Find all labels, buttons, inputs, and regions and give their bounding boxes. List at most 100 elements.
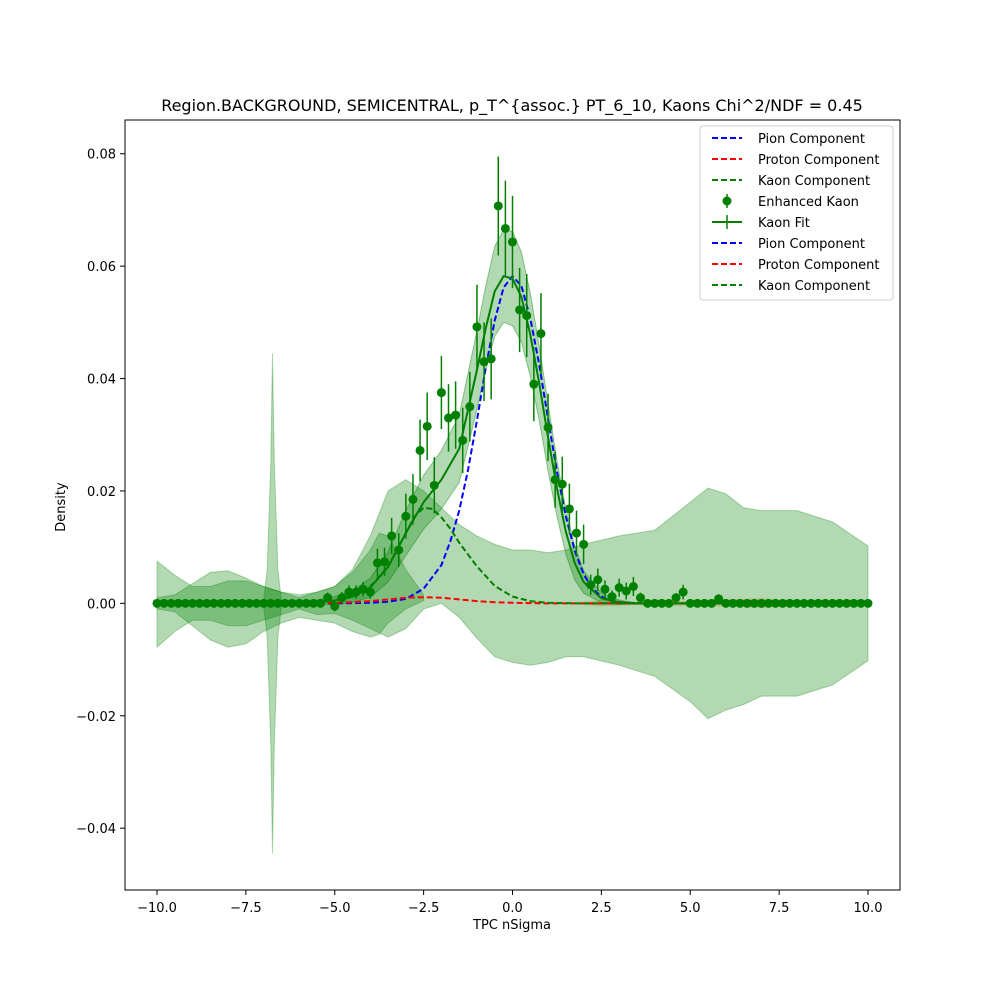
data-point <box>692 598 702 608</box>
x-axis: −10.0 −7.5 −5.0 −2.5 0.0 2.5 5.0 7.5 10.0 <box>137 890 882 916</box>
data-point <box>571 528 581 538</box>
x-tick-label: 5.0 <box>680 901 701 916</box>
legend-label: Kaon Component <box>758 174 870 189</box>
legend-entry: Kaon Component <box>712 279 870 294</box>
data-point <box>586 580 596 590</box>
data-point <box>472 322 482 332</box>
data-point <box>429 480 439 490</box>
data-point <box>607 592 617 602</box>
x-tick-label: 7.5 <box>769 901 790 916</box>
data-point <box>856 598 866 608</box>
data-point <box>244 598 254 608</box>
x-tick-label: −10.0 <box>137 901 177 916</box>
kaon-component-line <box>157 506 868 605</box>
data-point <box>600 584 610 594</box>
chart-title: Region.BACKGROUND, SEMICENTRAL, p_T^{ass… <box>161 96 863 116</box>
data-point <box>543 422 553 432</box>
data-point <box>529 379 539 389</box>
data-point <box>778 598 788 608</box>
data-point <box>515 305 525 315</box>
data-point <box>316 598 326 608</box>
data-point <box>259 598 269 608</box>
data-point <box>287 598 297 608</box>
data-point <box>152 598 162 608</box>
y-tick-label: 0.08 <box>87 148 116 163</box>
data-point <box>579 539 589 549</box>
data-point <box>294 598 304 608</box>
data-point <box>202 598 212 608</box>
y-tick-label: 0.02 <box>87 485 116 500</box>
x-axis-label: TPC nSigma <box>472 918 551 933</box>
data-point <box>536 329 546 339</box>
data-point <box>721 598 731 608</box>
data-point <box>557 479 567 489</box>
legend-entry: Kaon Fit <box>712 215 810 231</box>
x-tick-label: 0.0 <box>502 901 523 916</box>
data-point <box>500 223 510 233</box>
legend-entry: Proton Component <box>712 258 880 273</box>
data-point <box>508 237 517 247</box>
data-point <box>806 598 816 608</box>
data-point <box>763 598 773 608</box>
x-tick-label: 2.5 <box>591 901 612 916</box>
data-point <box>827 598 837 608</box>
data-point <box>195 598 205 608</box>
data-point <box>444 413 454 423</box>
data-point <box>728 598 738 608</box>
data-point <box>380 557 390 567</box>
data-point <box>685 598 695 608</box>
uncertainty-band-2 <box>156 532 425 648</box>
legend-entry: Pion Component <box>712 237 865 252</box>
data-point <box>550 475 560 485</box>
data-point <box>813 598 823 608</box>
uncertainty-band-1 <box>156 479 869 720</box>
legend-label: Proton Component <box>758 258 880 273</box>
data-point <box>614 583 624 593</box>
x-tick-label: −2.5 <box>408 901 440 916</box>
data-point <box>650 598 660 608</box>
data-point <box>436 388 446 398</box>
data-point <box>493 201 503 211</box>
x-tick-label: −7.5 <box>230 901 262 916</box>
data-point <box>522 311 532 321</box>
data-point <box>394 545 404 555</box>
y-tick-label: 0.06 <box>87 260 116 275</box>
data-point <box>671 593 681 603</box>
data-point <box>337 593 347 603</box>
data-point <box>273 598 283 608</box>
data-point <box>344 587 354 597</box>
legend-frame <box>699 125 894 301</box>
data-point <box>749 598 759 608</box>
y-tick-label: 0.04 <box>87 373 116 388</box>
x-tick-label: −5.0 <box>319 901 351 916</box>
data-point <box>735 598 745 608</box>
legend-label: Kaon Component <box>758 279 870 294</box>
x-tick-label: 10.0 <box>854 901 883 916</box>
legend-label: Pion Component <box>758 237 865 252</box>
y-tick-label: −0.02 <box>76 710 116 725</box>
data-point <box>714 594 724 604</box>
proton-component-line <box>157 596 868 605</box>
y-tick-label: 0.00 <box>87 597 116 612</box>
y-axis: −0.04 −0.02 0.00 0.02 0.04 0.06 0.08 <box>76 148 125 837</box>
data-point <box>792 598 802 608</box>
data-point <box>323 593 333 603</box>
data-point <box>180 598 190 608</box>
data-point <box>785 598 795 608</box>
data-point <box>223 598 233 608</box>
data-point <box>188 598 198 608</box>
data-point <box>401 511 411 521</box>
data-point <box>564 504 574 514</box>
data-point <box>849 598 859 608</box>
y-axis-label: Density <box>54 482 69 532</box>
data-point <box>465 402 475 412</box>
data-point <box>820 598 830 608</box>
legend-label: Kaon Fit <box>758 216 810 231</box>
data-point <box>707 598 717 608</box>
data-point <box>699 598 709 608</box>
data-point <box>657 598 667 608</box>
legend-entry: Kaon Component <box>712 174 870 189</box>
data-point <box>159 598 169 608</box>
legend-entry: Pion Component <box>712 132 865 147</box>
